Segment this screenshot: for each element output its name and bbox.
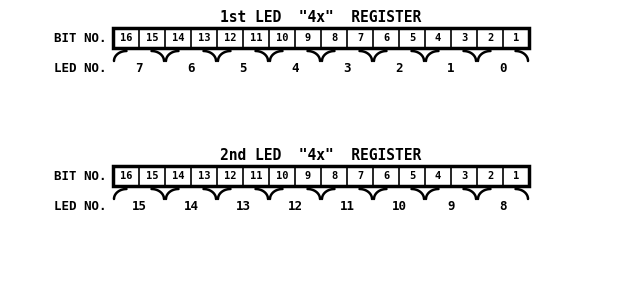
Text: 14: 14	[183, 200, 198, 213]
Text: 4: 4	[435, 171, 441, 181]
Text: 10: 10	[391, 200, 406, 213]
Text: 3: 3	[461, 171, 467, 181]
Text: 9: 9	[447, 200, 454, 213]
Text: BIT NO.: BIT NO.	[54, 170, 107, 183]
Text: 12: 12	[223, 171, 236, 181]
Text: LED NO.: LED NO.	[54, 200, 107, 213]
Text: 14: 14	[172, 33, 184, 43]
Text: 1: 1	[447, 62, 454, 75]
Text: 0: 0	[500, 62, 507, 75]
Text: 5: 5	[409, 171, 415, 181]
Text: 7: 7	[357, 33, 363, 43]
Text: 14: 14	[172, 171, 184, 181]
Text: 8: 8	[331, 33, 337, 43]
Text: 7: 7	[357, 171, 363, 181]
Text: BIT NO.: BIT NO.	[54, 31, 107, 45]
Text: 2: 2	[487, 171, 493, 181]
Text: 10: 10	[275, 33, 288, 43]
Text: 9: 9	[305, 171, 311, 181]
Text: 5: 5	[239, 62, 247, 75]
Text: 6: 6	[383, 33, 389, 43]
Text: 1st LED  "4x"  REGISTER: 1st LED "4x" REGISTER	[220, 10, 422, 25]
Text: 13: 13	[198, 33, 210, 43]
Text: 2nd LED  "4x"  REGISTER: 2nd LED "4x" REGISTER	[220, 148, 422, 163]
Text: 8: 8	[331, 171, 337, 181]
Text: 15: 15	[131, 200, 146, 213]
Text: 12: 12	[223, 33, 236, 43]
Text: 11: 11	[250, 33, 262, 43]
Text: 6: 6	[383, 171, 389, 181]
Text: 11: 11	[339, 200, 354, 213]
Text: 16: 16	[120, 33, 132, 43]
Text: 16: 16	[120, 171, 132, 181]
Text: LED NO.: LED NO.	[54, 62, 107, 75]
Text: 12: 12	[287, 200, 302, 213]
Text: 13: 13	[198, 171, 210, 181]
Text: 15: 15	[146, 33, 158, 43]
Text: 15: 15	[146, 171, 158, 181]
Text: 3: 3	[461, 33, 467, 43]
Text: 13: 13	[235, 200, 250, 213]
Text: 2: 2	[395, 62, 403, 75]
Text: 4: 4	[435, 33, 441, 43]
Text: 11: 11	[250, 171, 262, 181]
Text: 2: 2	[487, 33, 493, 43]
Text: 4: 4	[291, 62, 299, 75]
Text: 1: 1	[513, 171, 519, 181]
Bar	[113, 28, 529, 48]
Text: 6: 6	[187, 62, 195, 75]
Text: 5: 5	[409, 33, 415, 43]
Text: 9: 9	[305, 33, 311, 43]
Text: 7: 7	[135, 62, 143, 75]
Text: 3: 3	[343, 62, 351, 75]
Text: 8: 8	[500, 200, 507, 213]
Text: 1: 1	[513, 33, 519, 43]
Bar	[113, 166, 529, 186]
Text: 10: 10	[275, 171, 288, 181]
